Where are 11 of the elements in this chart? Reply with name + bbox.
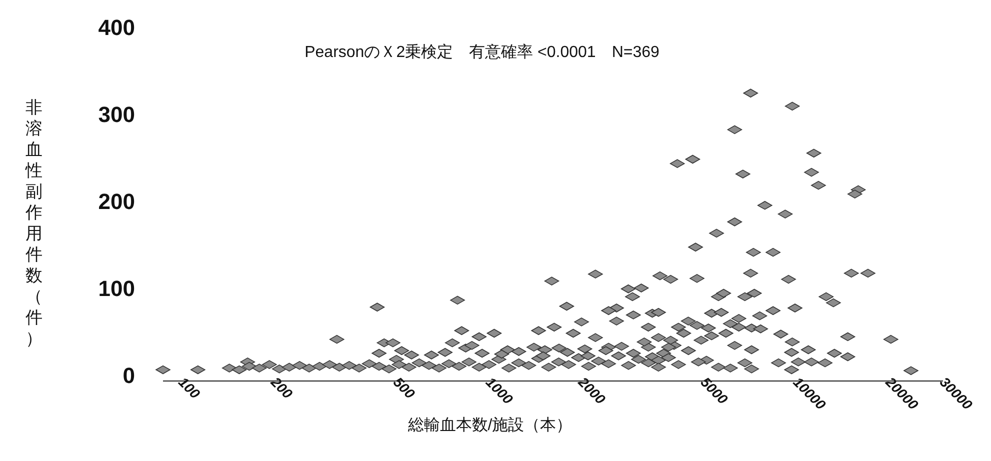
- x-tick-label: 100: [175, 374, 204, 402]
- text: PearsonのＸ2乗検定 有意確率 <0.0001 N=369: [304, 43, 660, 61]
- y-tick-label: 100: [98, 276, 135, 301]
- x-axis-title: 総輸血本数/施設（本）: [406, 416, 572, 434]
- y-tick-label: 200: [98, 189, 135, 214]
- x-tick-label: 200: [267, 373, 296, 402]
- y-tick-label: 0: [122, 363, 135, 388]
- y-tick-label: 300: [98, 102, 135, 127]
- y-tick-label: 400: [98, 15, 135, 40]
- x-tick-label: 500: [390, 374, 418, 402]
- text: 非溶血性副作用件数（件）: [26, 98, 42, 348]
